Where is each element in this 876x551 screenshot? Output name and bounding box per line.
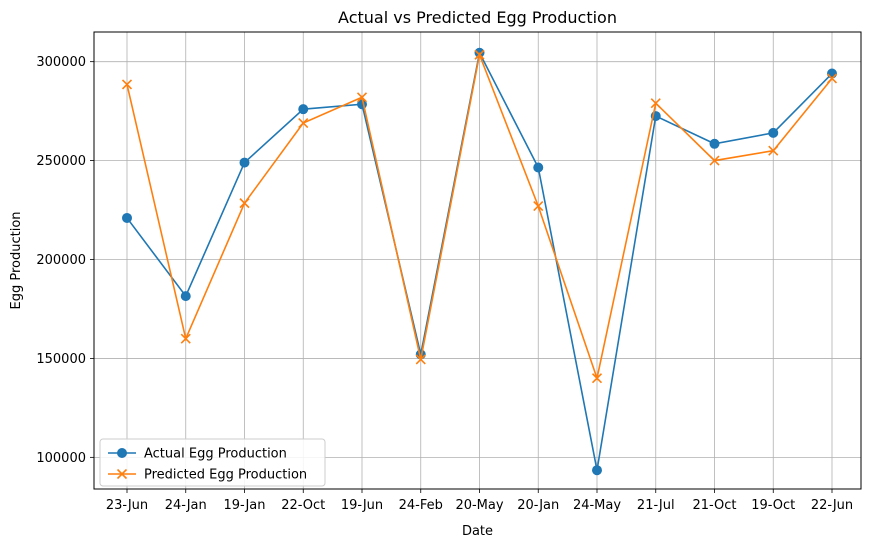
- x-tick-label: 20-May: [455, 498, 503, 513]
- x-tick-label: 24-Jan: [165, 498, 207, 513]
- data-point: [826, 73, 838, 84]
- y-tick-label: 100000: [36, 451, 86, 466]
- data-point: [298, 104, 309, 115]
- x-tick-label: 24-May: [573, 498, 621, 513]
- data-point: [121, 79, 133, 90]
- y-tick-label: 250000: [36, 154, 86, 169]
- data-point: [239, 157, 250, 168]
- data-point: [592, 465, 602, 476]
- axis-ticks: 23-Jun 24-Jan 19-Jan 22-Oct 19-Jun 24-Feb 20-M…: [36, 55, 853, 513]
- x-tick-label: 22-Jun: [811, 498, 853, 513]
- data-point: [533, 162, 544, 173]
- data-point: [122, 212, 132, 223]
- x-tick-label: 23-Jun: [106, 498, 148, 513]
- data-point: [239, 198, 250, 209]
- data-point: [827, 68, 837, 79]
- series-actual: [122, 47, 837, 476]
- data-point: [768, 145, 779, 156]
- data-point: [474, 49, 485, 60]
- x-tick-label: 21-Jul: [637, 498, 675, 513]
- legend-item: Actual Egg Production: [108, 447, 287, 462]
- legend-box: [99, 438, 326, 487]
- data-point: [180, 333, 191, 344]
- data-point: [768, 127, 779, 138]
- legend-label: Predicted Egg Production: [144, 468, 307, 483]
- data-point: [533, 201, 544, 212]
- x-tick-label: 20-Jan: [517, 498, 559, 513]
- legend-label: Actual Egg Production: [144, 447, 287, 462]
- legend: Actual Egg Production Predicted Egg Produ…: [99, 438, 326, 487]
- x-tick-label: 19-Jan: [224, 498, 266, 513]
- x-tick-label: 19-Oct: [751, 498, 795, 513]
- y-axis-label: Egg Production: [9, 211, 24, 309]
- legend-marker: [116, 468, 128, 480]
- y-tick-label: 150000: [36, 352, 86, 367]
- legend-marker: [117, 448, 127, 458]
- x-axis-label: Date: [462, 524, 493, 539]
- y-tick-label: 300000: [36, 55, 86, 70]
- x-tick-label: 21-Oct: [692, 498, 736, 513]
- x-tick-label: 22-Oct: [281, 498, 325, 513]
- data-point: [709, 155, 720, 166]
- data-point: [650, 98, 661, 109]
- data-point: [356, 92, 368, 103]
- legend-item: Predicted Egg Production: [108, 468, 307, 483]
- series-layer: [121, 47, 838, 476]
- data-point: [180, 291, 191, 302]
- grid: [94, 32, 861, 489]
- plot-frame: [93, 31, 862, 490]
- chart-title: Actual vs Predicted Egg Production: [338, 8, 617, 27]
- data-point: [591, 373, 603, 384]
- x-tick-label: 24-Feb: [399, 498, 443, 513]
- series-predicted: [121, 49, 838, 384]
- x-tick-label: 19-Jun: [341, 498, 383, 513]
- data-point: [709, 138, 720, 149]
- data-point: [298, 117, 309, 129]
- data-point: [415, 354, 426, 365]
- y-tick-label: 200000: [36, 253, 86, 268]
